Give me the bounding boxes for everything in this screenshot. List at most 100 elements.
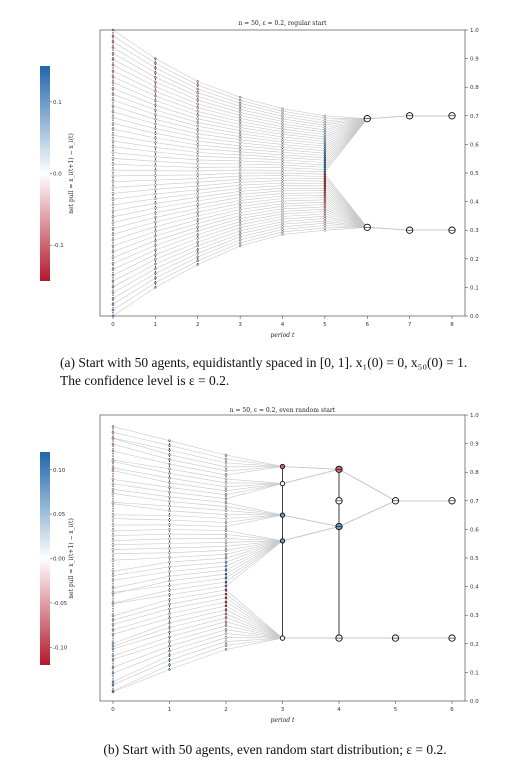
agent-point (154, 146, 157, 149)
agent-point (196, 158, 199, 162)
agent-point (323, 135, 327, 139)
agent-point (111, 539, 115, 542)
agent-point (323, 189, 327, 192)
agent-point (323, 217, 327, 220)
agent-point (168, 630, 171, 634)
agent-point (154, 202, 157, 205)
agent-point (196, 162, 199, 165)
agent-point (154, 178, 157, 182)
agent-point (154, 57, 157, 60)
agent-point (323, 226, 327, 230)
agent-point (111, 672, 115, 675)
agent-point (196, 166, 199, 169)
agent-point (281, 217, 284, 221)
agent-point (111, 92, 115, 96)
agent-point (224, 509, 228, 512)
agent-point (111, 666, 115, 669)
agent-point (323, 200, 327, 204)
agent-point (196, 203, 199, 206)
agent-point (238, 205, 242, 208)
agent-point (111, 586, 115, 590)
agent-point (154, 248, 157, 252)
colorbar-tick-label: -0.05 (53, 601, 68, 607)
agent-point (111, 168, 115, 172)
agent-point (224, 636, 228, 639)
agent-point (168, 486, 171, 489)
y-tick-label: 0.5 (470, 556, 479, 562)
agent-point (111, 268, 115, 271)
agent-point (154, 127, 157, 130)
agent-point (224, 529, 228, 532)
agent-point (168, 663, 171, 667)
agent-point (111, 279, 115, 283)
agent-point (323, 142, 327, 146)
agent-point (154, 108, 157, 112)
agent-point (111, 570, 115, 573)
agent-point (154, 262, 157, 266)
y-tick-label: 0.8 (470, 470, 479, 476)
agent-point (111, 69, 115, 73)
agent-point (224, 473, 228, 477)
colorbar-tick-label: 0.05 (53, 512, 66, 518)
agent-point (224, 553, 228, 556)
agent-point (168, 635, 171, 639)
agent-point (196, 98, 199, 102)
agent-point (281, 135, 284, 139)
agent-point (238, 196, 242, 199)
agent-point (111, 619, 115, 622)
agent-point (196, 207, 199, 210)
agent-point (111, 314, 115, 318)
agent-point (154, 80, 157, 84)
y-tick-label: 0.7 (470, 499, 479, 505)
agent-point (224, 628, 228, 631)
agent-point (323, 154, 327, 157)
agent-point (111, 534, 115, 538)
x-tick-label: 2 (224, 707, 228, 713)
agent-point (224, 557, 228, 560)
agent-point (196, 173, 199, 177)
agent-point (154, 104, 157, 107)
agent-point (238, 174, 242, 178)
agent-point (323, 182, 327, 185)
agent-point (111, 244, 115, 248)
agent-point (196, 196, 199, 199)
agent-point (323, 198, 327, 202)
agent-point (111, 127, 115, 131)
agent-point (224, 584, 228, 588)
x-tick-label: 5 (394, 707, 398, 713)
agent-point (154, 220, 157, 224)
agent-point (323, 168, 327, 171)
agent-point (111, 623, 115, 626)
agent-point (168, 556, 171, 559)
agent-point (224, 501, 228, 504)
agent-point (224, 525, 228, 528)
agent-point (168, 514, 171, 517)
agent-point (224, 497, 228, 500)
agent-point (281, 125, 284, 128)
agent-point (111, 574, 115, 577)
agent-point (224, 576, 228, 580)
agent-point (168, 612, 171, 615)
agent-point (154, 239, 157, 242)
agent-point (238, 232, 242, 236)
agent-point (154, 206, 157, 210)
agent-point (168, 532, 171, 536)
x-tick-label: 1 (154, 322, 158, 328)
agent-point (111, 658, 115, 661)
agent-point (196, 128, 199, 132)
agent-point (196, 106, 199, 109)
y-tick-label: 0.4 (470, 585, 479, 591)
agent-point (111, 215, 115, 219)
chart-b: n = 50, ε = 0.2, even random start 0 1 2 3 4 5… (40, 407, 479, 724)
agent-point (196, 259, 199, 263)
agent-point (323, 191, 327, 195)
agent-point (111, 151, 115, 154)
agent-point (111, 602, 115, 605)
agent-point (238, 141, 242, 144)
y-tick-label: 0.3 (470, 613, 479, 619)
agent-point (196, 154, 199, 158)
agent-point (224, 465, 228, 469)
agent-point (168, 602, 171, 606)
colorbar-label: net pull = x_i(t+1) − x_i(t) (68, 133, 75, 214)
agent-point (111, 680, 115, 684)
